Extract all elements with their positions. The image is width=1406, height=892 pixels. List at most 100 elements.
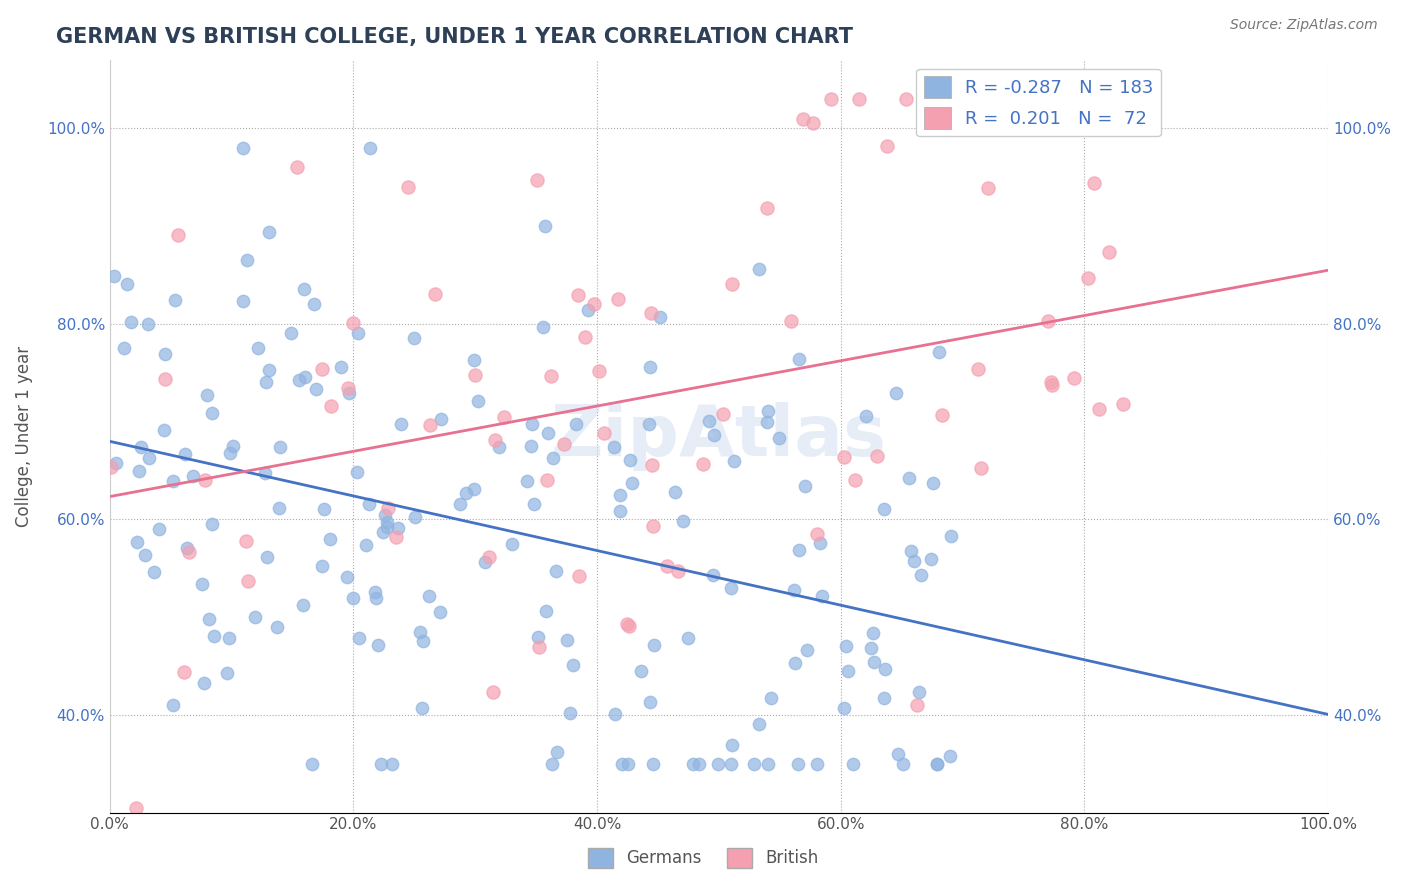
Point [419, 418, 441, 433]
Point [602, 440, 624, 454]
Point [301, 756, 323, 771]
Point [884, 385, 907, 400]
Point [167, 228, 190, 243]
Point [364, 585, 387, 599]
Point [153, 371, 176, 385]
Point [342, 591, 364, 605]
Point [120, 315, 142, 329]
Point [129, 440, 152, 454]
Point [370, 756, 392, 771]
Point [136, 317, 159, 331]
Point [891, 756, 914, 771]
Point [620, 475, 643, 490]
Point [396, 180, 419, 194]
Point [269, 440, 291, 454]
Point [484, 433, 506, 447]
Point [699, 413, 721, 427]
Point [104, 456, 127, 470]
Point [900, 543, 922, 558]
Point [165, 293, 187, 307]
Point [305, 382, 328, 396]
Point [294, 369, 316, 384]
Point [302, 297, 325, 311]
Point [117, 277, 139, 291]
Point [1040, 378, 1063, 392]
Point [931, 408, 953, 422]
Point [720, 581, 742, 595]
Point [939, 749, 962, 764]
Point [311, 361, 333, 376]
Point [544, 564, 567, 578]
Point [215, 665, 238, 680]
Point [859, 641, 882, 656]
Point [558, 706, 581, 720]
Point [873, 690, 896, 705]
Point [641, 519, 664, 533]
Point [1088, 401, 1111, 416]
Point [925, 756, 948, 771]
Point [336, 570, 359, 584]
Point [540, 368, 562, 383]
Point [330, 360, 353, 375]
Text: Source: ZipAtlas.com: Source: ZipAtlas.com [1230, 18, 1378, 32]
Point [375, 516, 398, 530]
Point [657, 559, 679, 574]
Point [527, 630, 550, 644]
Point [808, 536, 831, 550]
Point [546, 745, 568, 759]
Point [855, 409, 877, 423]
Point [337, 385, 360, 400]
Point [222, 439, 245, 453]
Point [578, 303, 600, 318]
Point [387, 521, 409, 535]
Point [748, 262, 770, 277]
Point [643, 638, 665, 652]
Point [235, 534, 257, 549]
Point [707, 756, 730, 771]
Point [887, 747, 910, 762]
Point [467, 394, 489, 409]
Point [541, 756, 564, 771]
Point [720, 277, 742, 291]
Point [756, 404, 779, 418]
Point [449, 497, 471, 511]
Point [314, 502, 336, 516]
Point [1098, 245, 1121, 260]
Point [520, 417, 543, 432]
Point [583, 296, 606, 310]
Point [195, 388, 218, 402]
Point [181, 468, 204, 483]
Point [364, 591, 387, 605]
Point [702, 568, 724, 582]
Point [474, 555, 496, 569]
Point [910, 568, 932, 582]
Point [291, 598, 314, 612]
Point [903, 553, 925, 567]
Point [411, 701, 433, 715]
Point [177, 545, 200, 559]
Point [256, 549, 278, 564]
Point [197, 611, 219, 625]
Point [676, 632, 699, 646]
Point [603, 706, 626, 721]
Point [688, 756, 710, 771]
Point [619, 453, 641, 467]
Point [876, 139, 898, 153]
Point [820, 92, 842, 106]
Point [464, 368, 486, 382]
Point [837, 664, 859, 678]
Point [375, 519, 398, 533]
Point [848, 92, 870, 106]
Point [478, 550, 501, 565]
Point [112, 341, 135, 355]
Point [193, 675, 215, 690]
Point [463, 353, 485, 368]
Point [811, 589, 834, 603]
Point [346, 465, 368, 479]
Point [1063, 371, 1085, 385]
Point [201, 516, 224, 531]
Point [138, 450, 160, 465]
Point [430, 411, 453, 425]
Point [142, 565, 165, 579]
Point [720, 756, 742, 771]
